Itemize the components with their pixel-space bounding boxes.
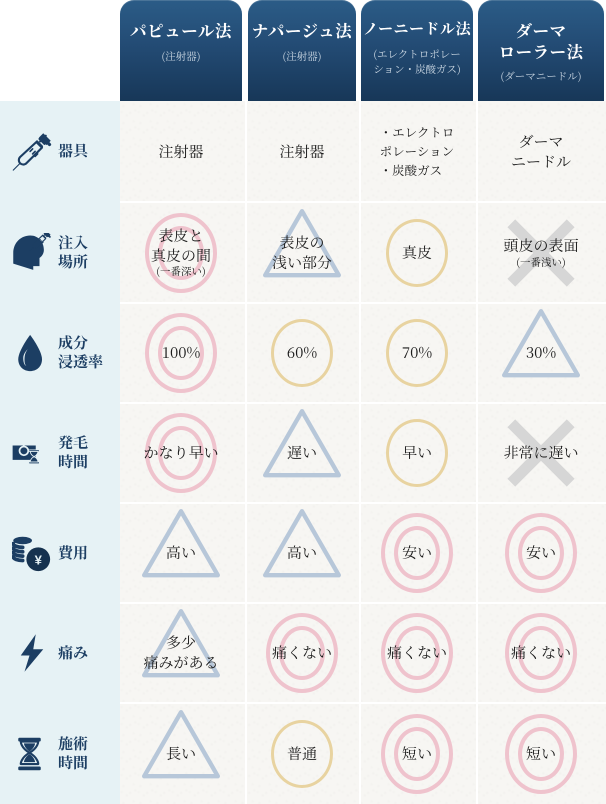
- svg-text:¥: ¥: [35, 552, 43, 567]
